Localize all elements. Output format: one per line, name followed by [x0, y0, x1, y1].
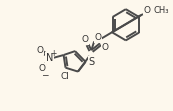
Text: O: O: [95, 33, 102, 42]
Text: CH₃: CH₃: [154, 6, 169, 15]
Text: O: O: [81, 35, 88, 44]
Text: N: N: [45, 53, 53, 63]
Text: S: S: [88, 57, 94, 67]
Text: +: +: [50, 49, 56, 58]
Text: O: O: [101, 43, 108, 52]
Text: O: O: [143, 6, 150, 15]
Text: Cl: Cl: [60, 72, 69, 81]
Text: −: −: [41, 70, 48, 79]
Text: O: O: [36, 46, 43, 55]
Text: O: O: [38, 64, 45, 73]
